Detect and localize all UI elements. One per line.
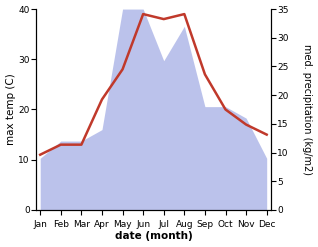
Y-axis label: med. precipitation (kg/m2): med. precipitation (kg/m2) [302, 44, 313, 175]
Y-axis label: max temp (C): max temp (C) [5, 74, 16, 145]
X-axis label: date (month): date (month) [114, 231, 192, 242]
